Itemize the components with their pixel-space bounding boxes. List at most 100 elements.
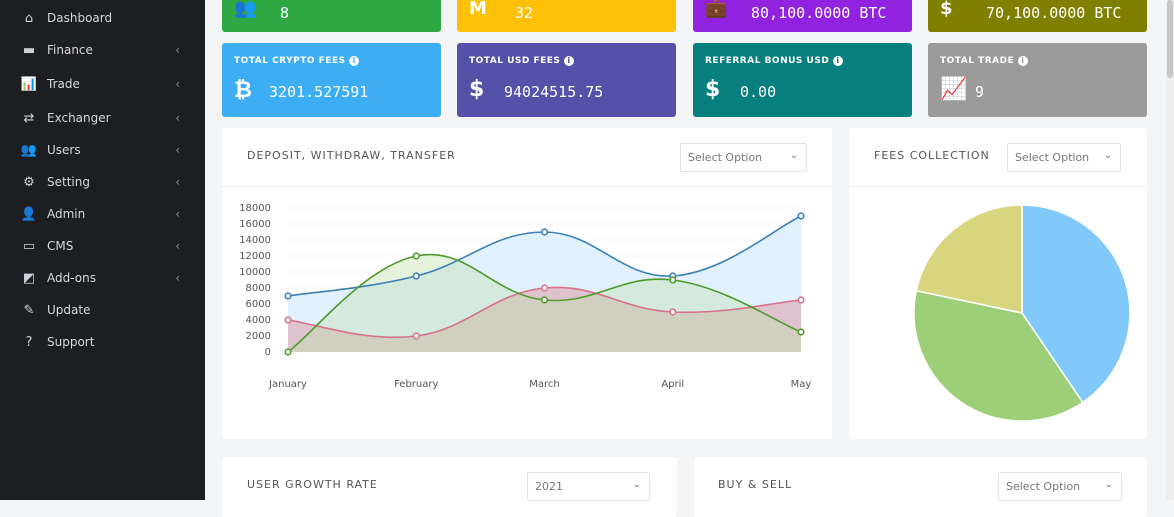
sidebar-item-trade[interactable]: 📊 Trade ‹ [20,72,190,96]
info-icon[interactable]: i [564,56,575,66]
y-tick-label: 16000 [239,219,271,230]
sidebar-item-admin[interactable]: 👤 Admin ‹ [20,202,190,226]
sidebar-item-setting[interactable]: ⚙ Setting ‹ [20,170,190,194]
series-area [288,287,801,352]
sidebar-item-label: Users [47,143,81,157]
deposit-withdraw-transfer-panel: DEPOSIT, WITHDRAW, TRANSFER Select Optio… [222,128,832,439]
panel-title: USER GROWTH RATE [247,478,378,491]
data-point[interactable] [412,332,420,340]
y-tick-label: 14000 [239,235,271,246]
deposit-select[interactable]: Select Option ⌄ [680,143,807,172]
card-label: TOTAL CRYPTO FEES i [234,56,360,66]
summary-card: M 32 [457,0,676,32]
sidebar-item-dashboard[interactable]: ⌂ Dashboard [20,6,190,30]
pie-chart [913,204,1131,422]
monitor-icon: ▭ [22,238,36,254]
data-point[interactable] [669,308,677,316]
pie-slice[interactable] [913,289,1084,422]
chevron-down-icon: ⌄ [1104,479,1113,490]
sidebar-item-label: Support [47,335,95,349]
data-point[interactable] [284,348,292,356]
credit-card-icon: ▬ [22,42,36,58]
x-tick-label: January [268,379,307,390]
summary-card: $70,100.0000 BTC [928,0,1147,32]
sidebar-item-label: Finance [47,43,93,57]
card-label: TOTAL USD FEES i [469,56,575,66]
briefcase-icon: 💼 [705,0,728,19]
card-value: 70,100.0000 BTC [986,4,1122,22]
scrollbar[interactable] [1166,0,1174,500]
chevron-left-icon: ‹ [175,77,180,91]
puzzle-icon: ◩ [22,270,36,286]
sidebar-item-label: Setting [47,175,90,189]
card-value: 94024515.75 [504,83,604,101]
data-point[interactable] [540,228,549,236]
stat-card: TOTAL TRADE i 📈 9 [928,43,1147,117]
data-point[interactable] [284,316,292,324]
data-point[interactable] [669,276,677,284]
chart-icon: 📈 [940,77,968,102]
card-label: REFERRAL BONUS USD i [705,56,843,66]
data-point[interactable] [540,284,549,292]
card-value: 0.00 [740,83,777,101]
scrollbar-thumb[interactable] [1167,0,1173,78]
question-icon: ? [25,334,33,350]
magic-wand-icon: ✎ [23,302,35,318]
stat-card: TOTAL CRYPTO FEES i ₿ 3201.527591 [222,43,441,117]
x-tick-label: April [661,379,684,390]
data-point[interactable] [412,252,420,260]
chevron-down-icon: ⌄ [632,479,641,490]
chevron-left-icon: ‹ [175,43,180,57]
chevron-left-icon: ‹ [175,143,180,157]
sidebar-item-cms[interactable]: ▭ CMS ‹ [20,234,190,258]
y-tick-label: 4000 [246,315,271,326]
user-growth-panel: USER GROWTH RATE 2021 ⌄ [222,457,677,517]
sidebar-item-label: Exchanger [47,111,111,125]
info-icon[interactable]: i [1017,56,1028,66]
y-tick-label: 18000 [239,203,271,214]
sidebar-item-label: Admin [47,207,86,221]
data-point[interactable] [540,296,549,304]
sidebar-item-label: Update [47,303,91,317]
chevron-left-icon: ‹ [175,271,180,285]
x-tick-label: March [529,379,559,390]
line-chart: 0 2000 4000 6000 8000 10000 12000 14000 16000 180… [239,203,811,390]
exchange-icon: ⇄ [23,110,35,126]
stat-card: TOTAL USD FEES i $94024515.75 [457,43,676,117]
select-value: Select Option [1006,480,1081,493]
sidebar-item-add-ons[interactable]: ◩ Add-ons ‹ [20,266,190,290]
summary-card: 👥 8 [222,0,441,32]
sidebar-item-update[interactable]: ✎ Update [20,298,190,322]
fees-select[interactable]: Select Option ⌄ [1007,143,1121,172]
sidebar-item-users[interactable]: 👥 Users ‹ [20,138,190,162]
y-tick-label: 10000 [239,267,271,278]
series-area [288,216,801,352]
data-point[interactable] [797,212,805,220]
data-point[interactable] [284,292,292,300]
panel-title: DEPOSIT, WITHDRAW, TRANSFER [247,149,456,162]
card-value: 9 [975,83,985,101]
medium-icon: M [469,0,487,19]
sidebar-item-exchanger[interactable]: ⇄ Exchanger ‹ [20,106,190,130]
chevron-left-icon: ‹ [175,207,180,221]
chevron-left-icon: ‹ [175,239,180,253]
card-value: 8 [280,4,290,22]
info-icon[interactable]: i [349,56,360,66]
data-point[interactable] [412,272,420,280]
y-tick-label: 0 [265,347,271,358]
user-icon: 👤 [20,206,38,222]
pie-slice[interactable] [915,204,1023,314]
card-value: 80,100.0000 BTC [751,4,887,22]
sidebar-item-support[interactable]: ? Support [20,330,190,354]
buy-sell-select[interactable]: Select Option ⌄ [998,472,1122,501]
chevron-left-icon: ‹ [175,175,180,189]
year-select[interactable]: 2021 ⌄ [527,472,650,501]
info-icon[interactable]: i [832,56,843,66]
sidebar-item-label: CMS [47,239,74,253]
sidebar-item-label: Dashboard [47,11,113,25]
card-value: 3201.527591 [269,83,369,101]
data-point[interactable] [797,328,805,336]
data-point[interactable] [797,296,805,304]
pie-slice[interactable] [1021,204,1131,404]
sidebar-item-finance[interactable]: ▬ Finance ‹ [20,38,190,62]
